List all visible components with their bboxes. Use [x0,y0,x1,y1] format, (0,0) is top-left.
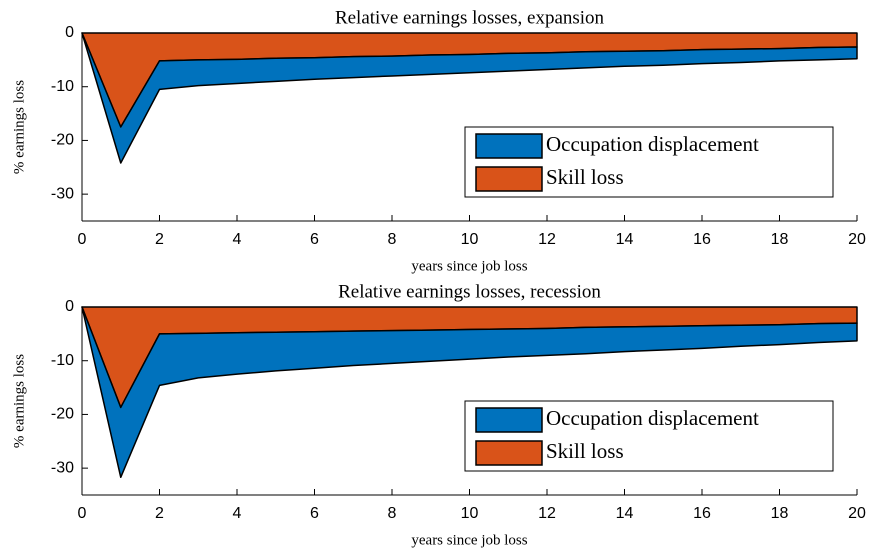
x-tick-label: 18 [771,505,789,522]
y-tick-label: 0 [65,24,74,41]
chart-title: Relative earnings losses, expansion [335,7,605,28]
x-tick-label: 16 [693,505,711,522]
x-axis-label: years since job loss [411,532,527,548]
legend: Occupation displacement Skill loss [464,400,834,472]
legend-swatch [475,440,543,466]
x-tick-label: 14 [616,505,634,522]
x-tick-label: 2 [155,505,164,522]
legend-swatch [475,133,543,159]
y-tick-label: -10 [51,352,74,369]
x-tick-label: 10 [461,231,479,248]
x-tick-label: 10 [461,505,479,522]
y-tick-label: 0 [65,298,74,315]
x-tick-label: 18 [771,231,789,248]
x-tick-label: 16 [693,231,711,248]
x-tick-label: 4 [233,231,242,248]
x-tick-label: 20 [848,505,866,522]
legend-swatch [475,166,543,192]
x-tick-label: 12 [538,231,556,248]
y-axis-label: % earnings loss [11,80,27,174]
y-tick-label: -10 [51,78,74,95]
y-tick-label: -20 [51,132,74,149]
x-tick-label: 0 [78,505,87,522]
x-tick-label: 8 [388,231,397,248]
legend-label: Skill loss [546,439,624,463]
chart-title: Relative earnings losses, recession [338,281,601,302]
area [81,32,858,164]
x-tick-label: 2 [155,231,164,248]
legend-label: Occupation displacement [546,132,759,156]
x-tick-label: 4 [233,505,242,522]
legend-swatch [475,407,543,433]
x-axis-label: years since job loss [411,258,527,274]
y-tick-label: -30 [51,185,74,202]
x-tick-label: 8 [388,505,397,522]
legend-label: Skill loss [546,165,624,189]
area [81,306,858,479]
x-tick-label: 6 [310,231,319,248]
y-tick-label: -20 [51,406,74,423]
x-tick-label: 14 [616,231,634,248]
legend-label: Occupation displacement [546,406,759,430]
x-tick-label: 20 [848,231,866,248]
y-tick-label: -30 [51,459,74,476]
x-tick-label: 0 [78,231,87,248]
x-tick-label: 12 [538,505,556,522]
x-tick-label: 6 [310,505,319,522]
legend: Occupation displacement Skill loss [464,126,834,198]
y-axis-label: % earnings loss [11,354,27,448]
